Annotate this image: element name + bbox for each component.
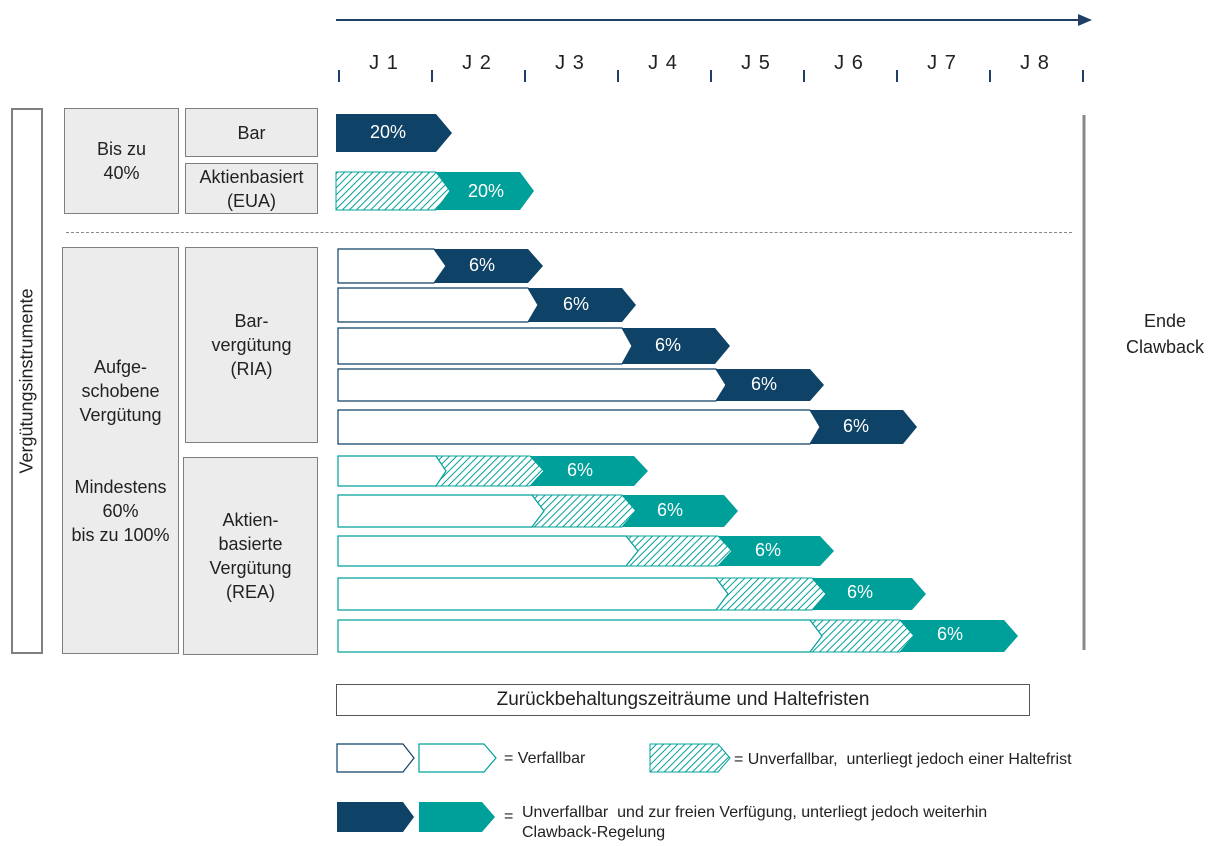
- year-tick: [989, 70, 991, 82]
- percent-label: 6%: [566, 460, 593, 480]
- percent-label: 6%: [656, 500, 683, 520]
- year-tick: [803, 70, 805, 82]
- legend-dark-solid: [337, 802, 414, 832]
- upfront-shares-bar: [422, 172, 534, 210]
- legend-holding-text: = Unverfallbar, unterliegt jedoch einer …: [734, 751, 1072, 768]
- year-tick: [896, 70, 898, 82]
- retention-period-label: Zurückbehaltungszeiträume und Haltefrist…: [336, 684, 1030, 716]
- holding-period-bar: [433, 455, 545, 487]
- year-label: J 1: [369, 52, 399, 74]
- deferred-shares-bar: [528, 456, 648, 486]
- forfeitable-bar: [337, 577, 729, 611]
- forfeitable-bar: [337, 494, 545, 528]
- holding-period-bar: [623, 535, 733, 567]
- upfront-cash-box: Bar: [185, 108, 318, 157]
- year-label: J 7: [927, 52, 957, 74]
- year-label: J 4: [648, 52, 678, 74]
- deferred-cash-bar: [713, 369, 824, 401]
- deferred-cash-bar: [432, 249, 543, 283]
- forfeitable-bar: [337, 248, 447, 284]
- separator-line: [66, 232, 1072, 233]
- forfeitable-bar: [337, 535, 639, 567]
- upfront-share-box: Bis zu 40%: [64, 108, 179, 214]
- year-label: J 8: [1020, 52, 1050, 74]
- year-label: J 3: [555, 52, 585, 74]
- percent-label: 6%: [750, 374, 777, 394]
- end-clawback-label: Ende Clawback: [1125, 311, 1205, 357]
- percent-label: 20%: [369, 122, 407, 142]
- deferred-shares-bar: [810, 578, 926, 610]
- year-tick: [617, 70, 619, 82]
- percent-label: 6%: [562, 294, 589, 314]
- deferred-share-box: Aufge- schobene Vergütung Mindestens 60%…: [62, 247, 179, 654]
- percent-label: 6%: [654, 335, 681, 355]
- forfeitable-bar: [337, 409, 821, 445]
- legend-free-text-line2: Clawback-Regelung: [522, 824, 666, 841]
- year-label: J 5: [741, 52, 771, 74]
- holding-period-bar: [529, 494, 637, 528]
- forfeitable-bar: [337, 455, 447, 487]
- percent-label: 6%: [842, 416, 869, 436]
- legend-free-equals: =: [504, 808, 514, 825]
- upfront-shares-box: Aktienbasiert (EUA): [185, 163, 318, 214]
- forfeitable-bar: [337, 368, 727, 402]
- legend-free-text-line1: Unverfallbar und zur freien Verfügung, u…: [522, 804, 988, 821]
- deferred-shares-bar: [900, 620, 1018, 652]
- percent-label: 6%: [468, 255, 495, 275]
- percent-label: 20%: [467, 181, 505, 201]
- legend-forfeitable-dark: [336, 743, 415, 773]
- deferred-cash-bar: [618, 328, 730, 364]
- year-tick: [524, 70, 526, 82]
- year-tick: [431, 70, 433, 82]
- year-tick: [338, 70, 340, 82]
- timeline-arrow: [336, 14, 1092, 26]
- percent-label: 6%: [936, 624, 963, 644]
- holding-period-bar: [713, 577, 827, 611]
- year-tick: [1082, 70, 1084, 82]
- deferred-cash-bar: [525, 288, 636, 322]
- legend-hatch: [649, 743, 731, 773]
- deferred-cash-bar: [807, 410, 917, 444]
- deferred-shares-bar: [622, 495, 738, 527]
- upfront-cash-bar: [336, 114, 452, 152]
- percent-label: 6%: [846, 582, 873, 602]
- deferred-shares-box: Aktien- basierte Vergütung (REA): [183, 457, 318, 655]
- percent-label: 6%: [754, 540, 781, 560]
- instruments-box: Vergütungsinstrumente: [11, 108, 43, 654]
- deferred-shares-bar: [718, 536, 834, 566]
- forfeitable-bar: [337, 327, 633, 365]
- legend-forfeitable-text: = Verfallbar: [504, 750, 586, 767]
- year-label: J 6: [834, 52, 864, 74]
- forfeitable-bar: [337, 287, 539, 323]
- legend-teal-solid: [419, 802, 495, 832]
- deferred-cash-box: Bar- vergütung (RIA): [185, 247, 318, 443]
- upfront-shares-hatch: [335, 171, 451, 211]
- year-label: J 2: [462, 52, 492, 74]
- year-tick: [710, 70, 712, 82]
- forfeitable-bar: [337, 619, 823, 653]
- legend-forfeitable-teal: [418, 743, 497, 773]
